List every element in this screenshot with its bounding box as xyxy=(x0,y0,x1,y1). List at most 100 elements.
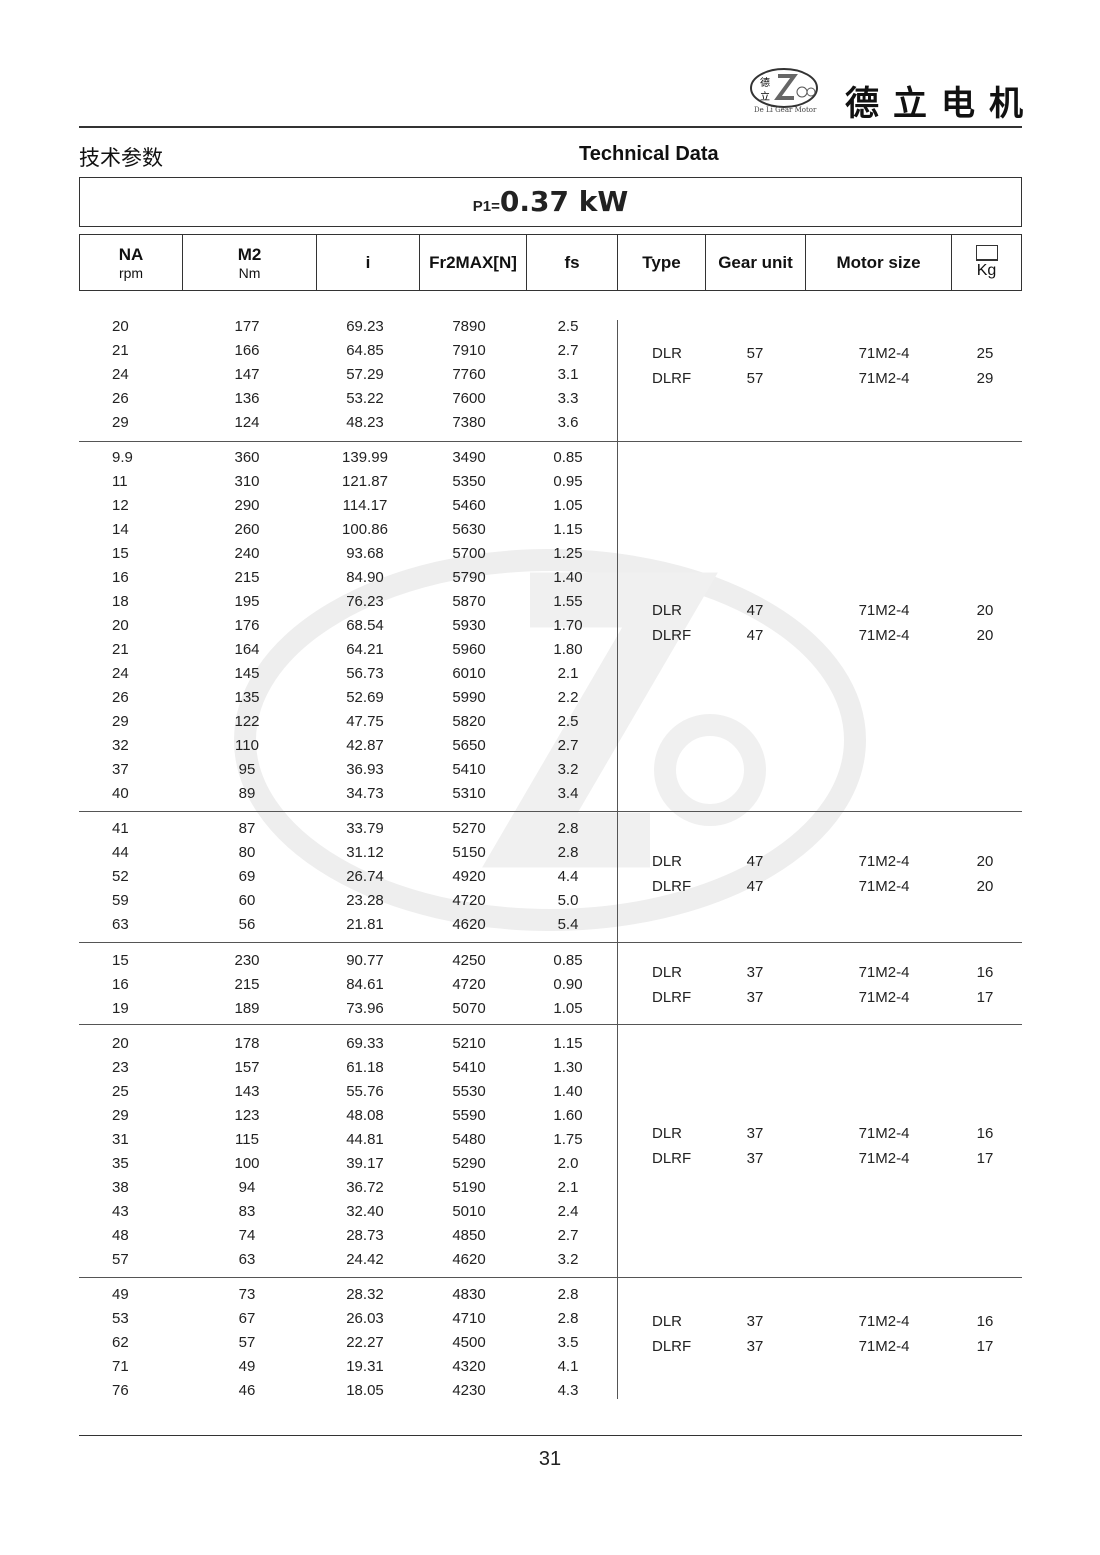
cell-fr2max: 5350 xyxy=(452,473,486,490)
cell-m2: 63 xyxy=(238,1251,256,1268)
cell-fs: 2.7 xyxy=(557,1227,579,1244)
cell-fr2max: 5070 xyxy=(452,1000,486,1017)
cell-fs: 2.0 xyxy=(557,1155,579,1172)
cell-fs: 3.2 xyxy=(557,1251,579,1268)
cell-na: 26 xyxy=(112,689,129,706)
cell-fs: 1.05 xyxy=(553,497,583,514)
cell-ratio: 42.87 xyxy=(346,737,384,754)
cell-m2: 69 xyxy=(238,868,256,885)
cell-ratio: 26.03 xyxy=(346,1310,384,1327)
cell-m2: 260 xyxy=(234,521,260,538)
cell-ratio: 48.08 xyxy=(346,1107,384,1124)
cell-motor-size: 71M2-4 xyxy=(858,1125,910,1142)
cell-ratio: 73.96 xyxy=(346,1000,384,1017)
cell-fr2max: 4720 xyxy=(452,976,486,993)
cell-fr2max: 5650 xyxy=(452,737,486,754)
cell-motor-size: 71M2-4 xyxy=(858,345,910,362)
cell-m2: 110 xyxy=(235,737,259,754)
cell-gear-unit: 37 xyxy=(746,1338,764,1355)
cell-na: 16 xyxy=(112,976,129,993)
cell-ratio: 68.54 xyxy=(346,617,384,634)
cell-na: 16 xyxy=(112,569,129,586)
cell-m2: 57 xyxy=(238,1334,256,1351)
cell-na: 19 xyxy=(112,1000,129,1017)
table-header: NA rpm M2 Nm i Fr2MAX[N] fs Type Gear unit… xyxy=(79,234,1022,291)
cell-weight: 20 xyxy=(976,602,994,619)
cell-ratio: 33.79 xyxy=(346,820,384,837)
cell-gear-unit: 37 xyxy=(746,1125,764,1142)
cell-type: DLR xyxy=(652,345,683,362)
cell-m2: 177 xyxy=(234,318,260,335)
cell-m2: 46 xyxy=(238,1382,256,1399)
cell-ratio: 84.90 xyxy=(346,569,384,586)
cell-m2: 230 xyxy=(234,952,260,969)
svg-text:德: 德 xyxy=(760,76,770,89)
cell-fr2max: 4830 xyxy=(452,1286,486,1303)
cell-m2: 164 xyxy=(234,641,260,658)
col-gear-unit-label: Gear unit xyxy=(718,252,793,272)
cell-fs: 2.8 xyxy=(557,1286,579,1303)
cell-fs: 2.8 xyxy=(557,820,579,837)
col-na-label: NA xyxy=(118,244,144,264)
group-separator xyxy=(79,1024,1022,1025)
cell-fr2max: 4500 xyxy=(452,1334,486,1351)
cell-fs: 1.60 xyxy=(553,1107,583,1124)
cell-fs: 0.95 xyxy=(553,473,583,490)
cell-na: 62 xyxy=(112,1334,129,1351)
cell-fr2max: 5930 xyxy=(452,617,486,634)
cell-ratio: 76.23 xyxy=(346,593,384,610)
cell-ratio: 93.68 xyxy=(346,545,384,562)
cell-weight: 20 xyxy=(976,853,994,870)
cell-na: 29 xyxy=(112,713,129,730)
cell-na: 12 xyxy=(112,497,129,514)
cell-fr2max: 5270 xyxy=(452,820,486,837)
cell-fr2max: 5820 xyxy=(452,713,486,730)
cell-fs: 1.70 xyxy=(553,617,583,634)
cell-fs: 2.8 xyxy=(557,844,579,861)
cell-na: 53 xyxy=(112,1310,129,1327)
cell-fs: 1.15 xyxy=(553,521,583,538)
cell-motor-size: 71M2-4 xyxy=(858,853,910,870)
cell-motor-size: 71M2-4 xyxy=(858,989,910,1006)
cell-m2: 310 xyxy=(234,473,260,490)
cell-fs: 2.2 xyxy=(557,689,579,706)
cell-m2: 157 xyxy=(234,1059,260,1076)
cell-type: DLRF xyxy=(652,878,692,895)
cell-na: 15 xyxy=(112,952,129,969)
cell-gear-unit: 47 xyxy=(746,878,764,895)
cell-m2: 67 xyxy=(238,1310,256,1327)
cell-na: 21 xyxy=(112,342,129,359)
cell-fr2max: 5480 xyxy=(452,1131,486,1148)
cell-fs: 2.4 xyxy=(557,1203,579,1220)
cell-ratio: 18.05 xyxy=(346,1382,384,1399)
cell-ratio: 64.21 xyxy=(346,641,384,658)
group-separator xyxy=(79,811,1022,812)
cell-fs: 2.5 xyxy=(557,713,579,730)
footer-rule xyxy=(79,1435,1022,1436)
cell-fs: 2.1 xyxy=(557,1179,579,1196)
cell-ratio: 24.42 xyxy=(346,1251,384,1268)
cell-ratio: 139.99 xyxy=(342,449,388,466)
cell-ratio: 84.61 xyxy=(346,976,384,993)
cell-m2: 147 xyxy=(234,366,260,383)
cell-type: DLR xyxy=(652,602,683,619)
cell-fr2max: 5590 xyxy=(452,1107,486,1124)
company-name: 德立电机 xyxy=(845,84,1037,124)
cell-m2: 176 xyxy=(234,617,260,634)
cell-ratio: 26.74 xyxy=(346,868,384,885)
cell-m2: 240 xyxy=(234,545,260,562)
svg-text:De Li Gear Motor: De Li Gear Motor xyxy=(754,106,817,114)
col-fs: fs xyxy=(527,235,618,290)
cell-gear-unit: 37 xyxy=(746,1313,764,1330)
cell-m2: 122 xyxy=(234,713,260,730)
cell-fs: 2.7 xyxy=(557,737,579,754)
cell-gear-unit: 47 xyxy=(746,853,764,870)
col-m2-unit: Nm xyxy=(238,264,261,281)
cell-ratio: 36.93 xyxy=(346,761,384,778)
cell-fr2max: 5310 xyxy=(452,785,486,802)
cell-fs: 0.85 xyxy=(553,449,583,466)
cell-m2: 89 xyxy=(238,785,256,802)
cell-fr2max: 4620 xyxy=(452,916,486,933)
cell-weight: 16 xyxy=(976,1313,994,1330)
col-type: Type xyxy=(618,235,706,290)
